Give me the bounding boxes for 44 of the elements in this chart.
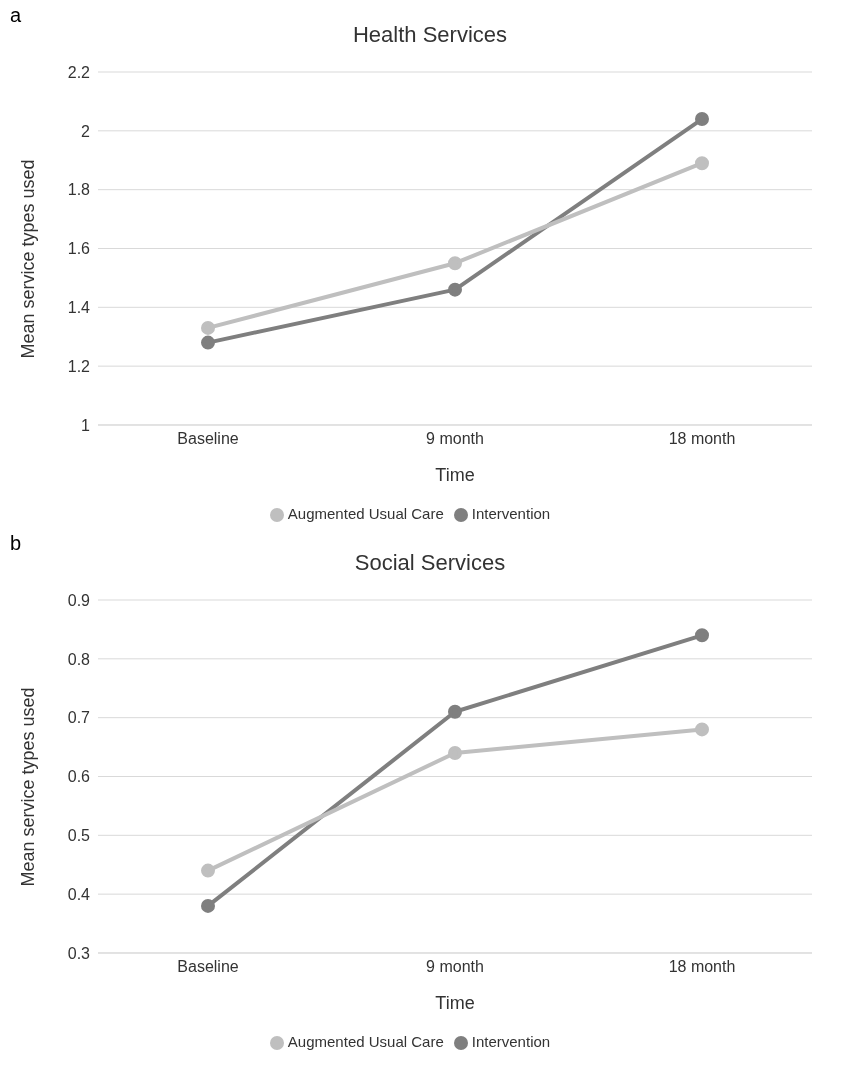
point (695, 628, 709, 643)
y-tick-label: 2 (81, 122, 91, 140)
y-tick-label: 0.4 (67, 885, 91, 903)
x-tick-label: Baseline (177, 430, 239, 448)
y-tick-label: 1.2 (67, 357, 91, 375)
point (201, 335, 215, 350)
y-tick-label: 1.6 (67, 240, 91, 258)
y-tick-label: 1.8 (67, 181, 91, 199)
y-tick-label: 1 (81, 416, 91, 434)
y-tick-label: 0.7 (67, 709, 91, 727)
y-tick-label: 0.6 (67, 768, 91, 786)
x-axis-title: Time (435, 992, 475, 1013)
point (695, 156, 709, 171)
y-tick-label: 2.2 (67, 63, 91, 81)
y-axis-title: Mean service types used (18, 159, 39, 359)
x-tick-label: 9 month (426, 958, 484, 976)
legend-label: Augmented Usual Care (287, 504, 444, 522)
text: a (10, 4, 22, 27)
x-tick-label: Baseline (177, 958, 239, 976)
text: b (10, 532, 22, 555)
x-tick-label: 9 month (426, 430, 484, 448)
y-tick-label: 1.4 (67, 298, 91, 316)
point (201, 320, 215, 335)
y-tick-label: 0.8 (67, 650, 91, 668)
legend-label: Augmented Usual Care (287, 1032, 444, 1050)
y-tick-label: 0.9 (67, 591, 91, 609)
chart-title: Health Services (352, 22, 508, 47)
point (448, 256, 462, 271)
chart-title: Social Services (354, 550, 506, 575)
point (201, 863, 215, 878)
x-tick-label: 18 month (668, 958, 736, 976)
x-axis-title: Time (435, 464, 475, 485)
point (695, 112, 709, 127)
point (448, 282, 462, 297)
y-tick-label: 0.5 (67, 826, 91, 844)
y-axis-title: Mean service types used (18, 687, 39, 887)
point (695, 722, 709, 737)
legend-label: Intervention (471, 504, 551, 522)
point (448, 704, 462, 719)
x-tick-label: 18 month (668, 430, 736, 448)
legend-label: Intervention (471, 1032, 551, 1050)
y-tick-label: 0.3 (67, 944, 91, 962)
point (201, 898, 215, 913)
point (448, 745, 462, 760)
